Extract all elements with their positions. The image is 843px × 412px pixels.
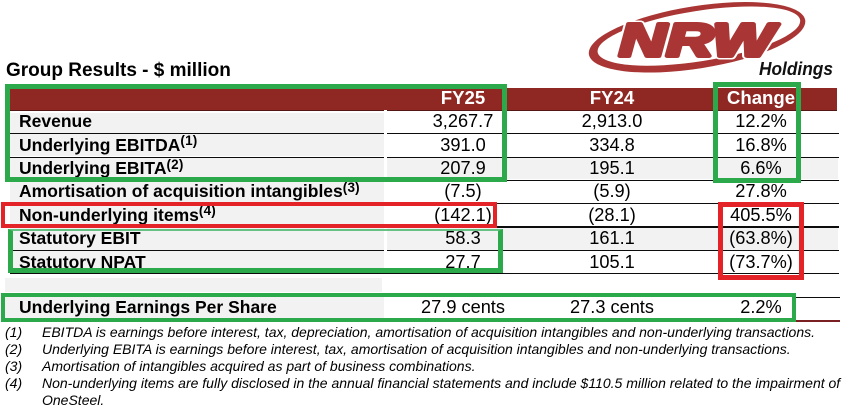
svg-text:NRW: NRW: [619, 14, 779, 66]
svg-text:NRW: NRW: [619, 14, 779, 66]
svg-text:Holdings: Holdings: [759, 58, 833, 79]
